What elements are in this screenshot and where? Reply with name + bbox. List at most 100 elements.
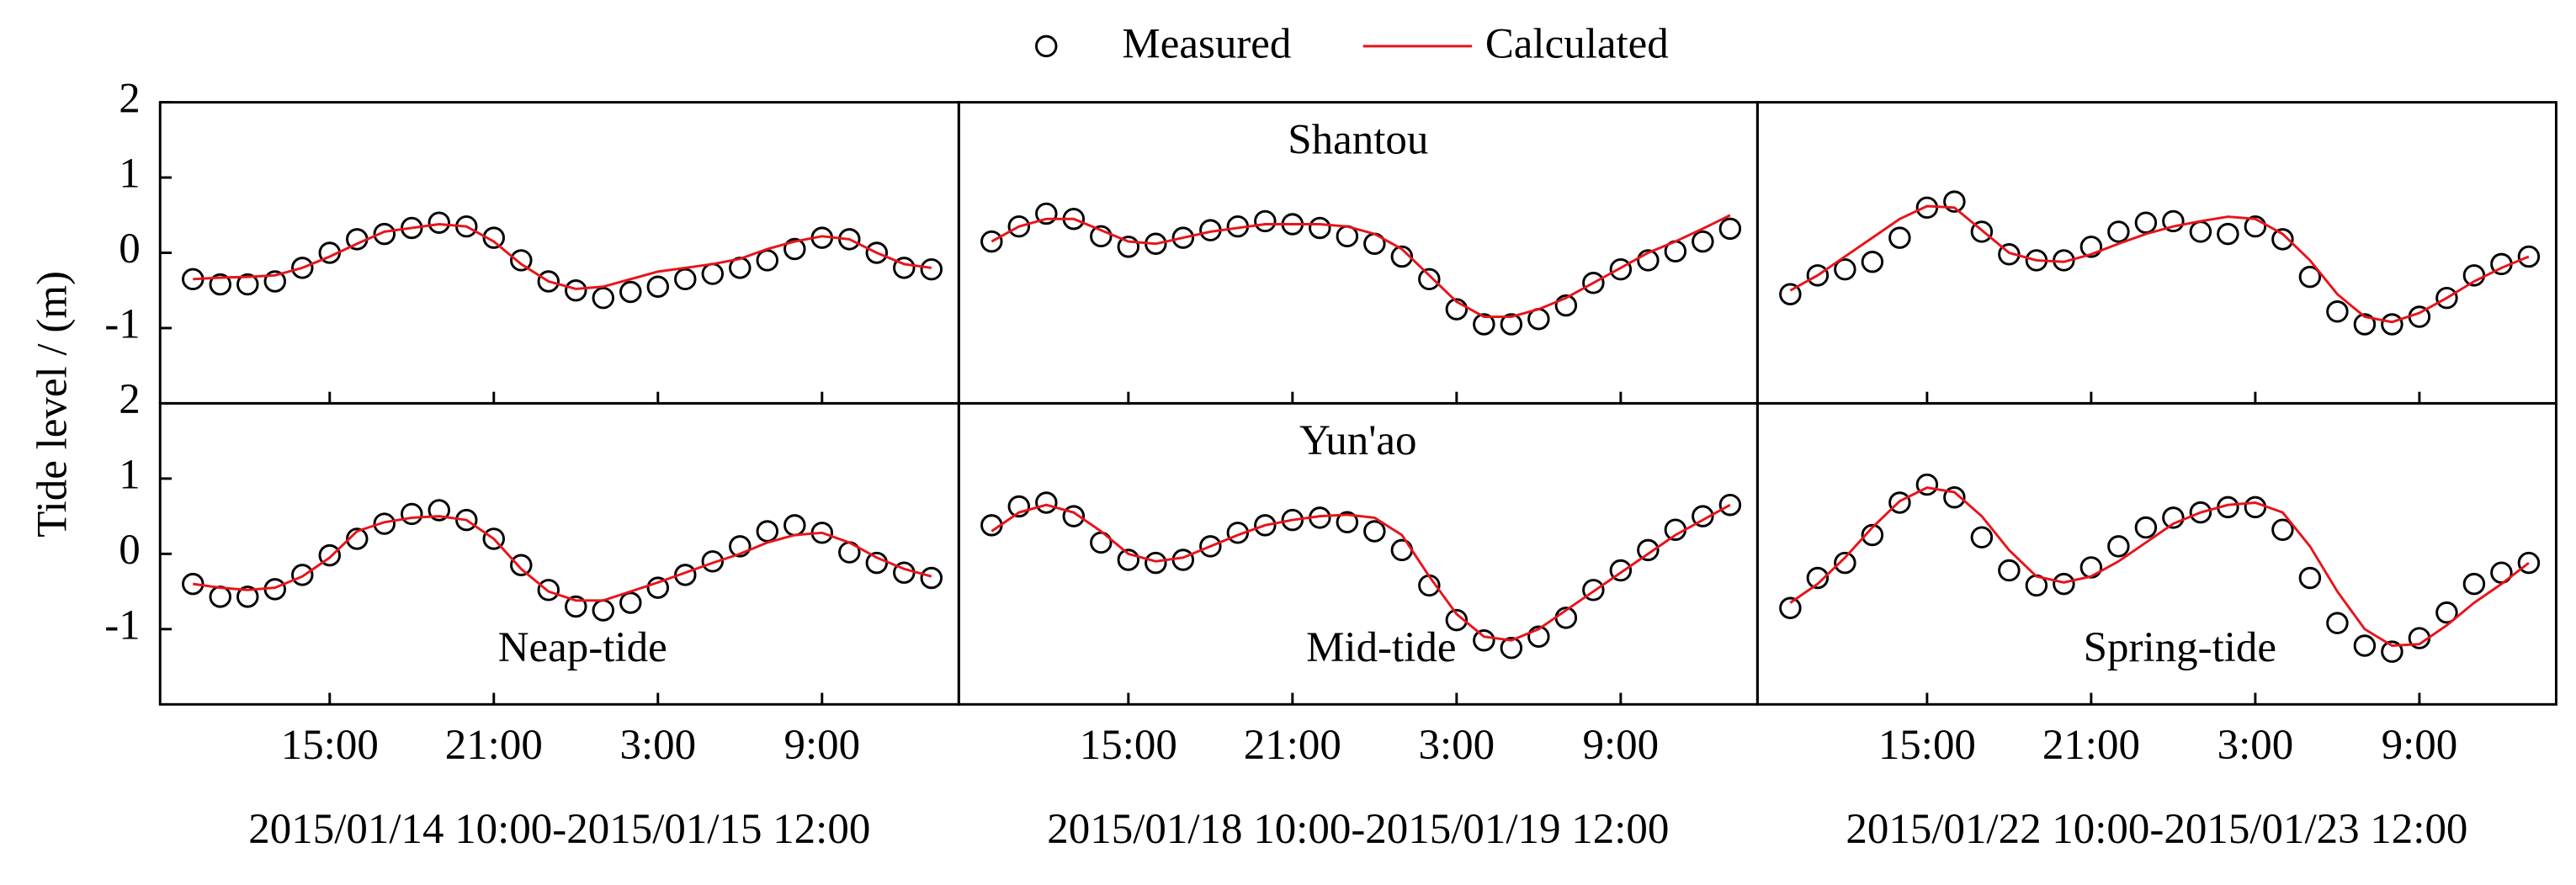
data-point — [318, 543, 342, 567]
data-point — [1390, 245, 1414, 268]
data-point — [1888, 491, 1911, 514]
data-point — [674, 268, 697, 291]
calculated-line — [1789, 486, 2530, 647]
data-point — [592, 286, 615, 310]
panel-title: Shantou — [1288, 116, 1428, 163]
legend-label: Measured — [1122, 21, 1291, 68]
data-point — [756, 520, 779, 543]
data-point — [2298, 566, 2322, 590]
data-point — [209, 586, 231, 608]
data-point — [2107, 220, 2130, 243]
data-point — [2326, 612, 2349, 634]
data-point — [1281, 508, 1304, 532]
data-point — [263, 270, 286, 293]
data-point — [236, 586, 259, 608]
calculated-line — [193, 515, 932, 602]
data-point — [619, 280, 642, 304]
data-point — [2244, 495, 2267, 519]
data-point — [2244, 215, 2267, 238]
data-point — [510, 554, 533, 577]
data-point — [1007, 495, 1031, 518]
data-point — [783, 514, 806, 537]
x-tick-label: 9:00 — [2382, 722, 2458, 769]
data-point — [1527, 625, 1550, 649]
data-point — [2162, 209, 2185, 233]
x-tick-label: 3:00 — [619, 722, 696, 769]
data-point — [209, 273, 231, 296]
data-point — [1718, 217, 1742, 241]
data-point — [1171, 226, 1195, 249]
data-point — [1445, 298, 1469, 321]
data-point — [2271, 518, 2294, 541]
data-point — [646, 275, 670, 298]
y-tick-label: 2 — [119, 75, 140, 122]
data-point — [428, 499, 451, 522]
data-point — [1390, 538, 1414, 562]
data-point — [2079, 236, 2103, 258]
calculated-line — [193, 223, 932, 290]
x-tick-label: 3:00 — [2217, 722, 2294, 769]
data-point — [2107, 535, 2130, 558]
data-point — [1035, 202, 1058, 225]
data-point — [865, 551, 889, 575]
data-point — [565, 595, 587, 618]
data-point — [1970, 220, 1994, 243]
data-point — [455, 508, 478, 532]
data-point — [1609, 257, 1633, 281]
calculated-line — [991, 503, 1731, 642]
data-point — [1145, 551, 1167, 575]
data-point — [2381, 313, 2403, 336]
data-point — [1363, 520, 1386, 543]
panel-annotation: Neap-tide — [498, 624, 667, 671]
x-axis-label: 2015/01/14 10:00-2015/01/15 12:00 — [248, 806, 870, 853]
data-point — [1888, 226, 1911, 249]
data-point — [1806, 566, 1830, 590]
data-point — [291, 257, 314, 279]
calculated-line — [991, 214, 1731, 319]
data-point — [2189, 501, 2212, 524]
x-axis-label: 2015/01/18 10:00-2015/01/19 12:00 — [1047, 806, 1669, 853]
data-point — [920, 566, 943, 590]
data-point — [1445, 608, 1469, 632]
x-axis-label: 2015/01/22 10:00-2015/01/23 12:00 — [1846, 806, 2467, 853]
data-point — [2271, 228, 2294, 251]
panel-annotation: Spring-tide — [2084, 624, 2276, 671]
data-point — [893, 257, 916, 279]
data-point — [1254, 514, 1277, 537]
x-tick-label: 21:00 — [445, 722, 543, 769]
data-point — [1834, 257, 1856, 281]
y-tick-label: 2 — [119, 376, 140, 423]
legend-marker — [1034, 34, 1058, 58]
data-point — [1609, 559, 1633, 582]
data-point — [2079, 556, 2103, 579]
data-point — [428, 211, 451, 234]
data-point — [2298, 265, 2322, 289]
data-point — [1062, 505, 1086, 527]
data-point — [865, 241, 889, 264]
data-point — [401, 502, 423, 526]
x-tick-label: 15:00 — [1080, 722, 1177, 769]
data-point — [2134, 211, 2158, 234]
data-point — [1692, 230, 1714, 253]
data-point — [373, 222, 396, 246]
data-point — [291, 564, 314, 586]
x-tick-label: 21:00 — [1244, 722, 1341, 769]
data-point — [1336, 511, 1359, 534]
data-point — [1970, 526, 1994, 548]
data-point — [1806, 264, 1830, 287]
data-point — [1637, 538, 1660, 562]
data-point — [537, 270, 560, 293]
data-point — [2134, 516, 2158, 539]
data-point — [1171, 548, 1195, 571]
y-tick-label: -1 — [104, 602, 140, 649]
data-point — [2517, 551, 2541, 575]
data-point — [1254, 209, 1277, 233]
data-point — [1554, 294, 1578, 317]
data-point — [1500, 313, 1523, 336]
y-tick-label: 1 — [119, 452, 140, 499]
data-point — [1117, 236, 1140, 258]
data-point — [1637, 249, 1660, 272]
data-point — [2053, 572, 2075, 596]
data-point — [182, 572, 204, 596]
y-tick-label: 0 — [119, 527, 140, 574]
